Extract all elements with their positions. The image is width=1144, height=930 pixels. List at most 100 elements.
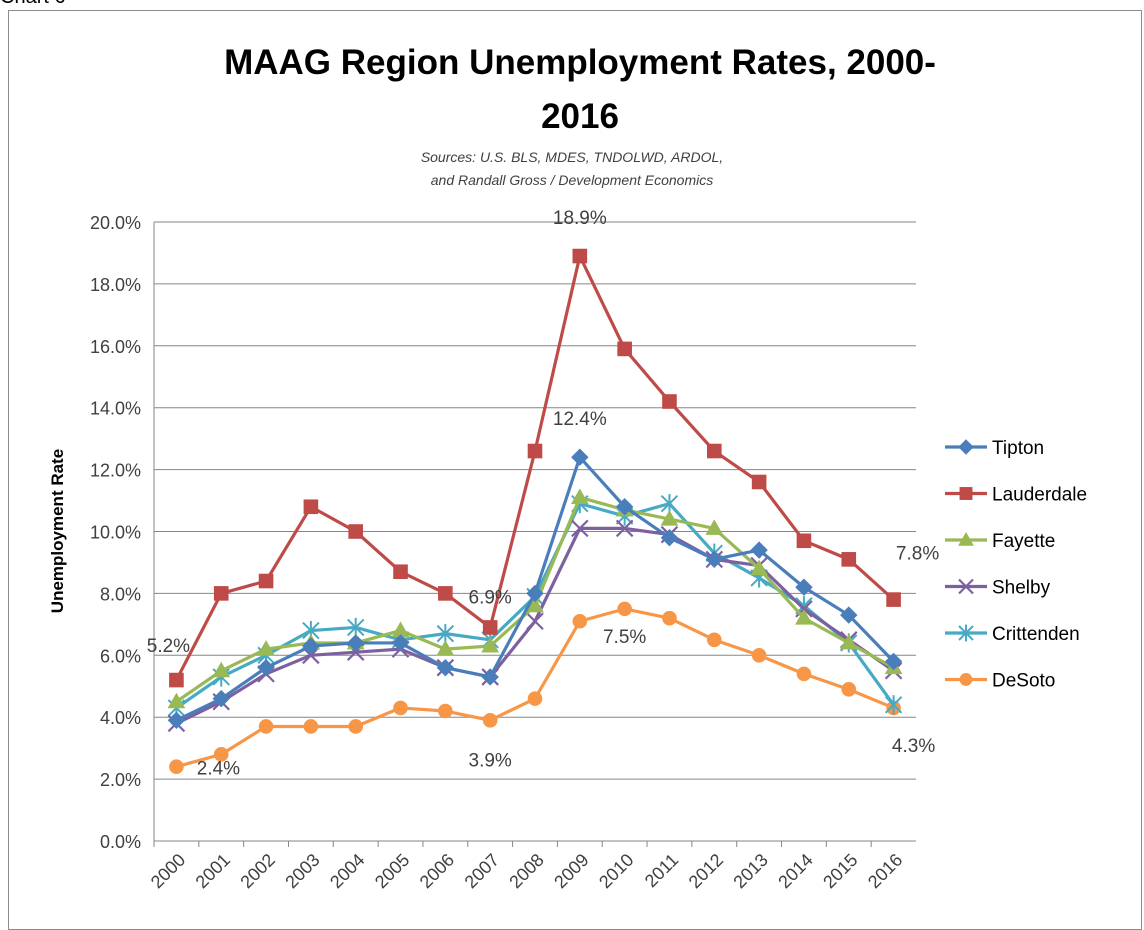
y-axis-tick-labels: 0.0% 2.0% 4.0% 6.0% 8.0% 10.0% 12.0% 14.0% 16.0%… — [90, 213, 141, 852]
series-lauderdale — [169, 248, 901, 688]
point-fayette — [257, 640, 275, 656]
series-tipton — [167, 448, 903, 730]
point-lauderdale — [393, 564, 408, 580]
x-tick-label: 2015 — [819, 850, 861, 892]
point-lauderdale — [751, 474, 767, 490]
y-tick-label: 14.0% — [90, 399, 141, 419]
point-desoto — [617, 601, 632, 617]
point-fayette — [660, 510, 679, 526]
point-shelby — [526, 612, 544, 631]
legend-label-shelby: Shelby — [992, 578, 1051, 599]
point-fayette — [526, 596, 544, 613]
legend-label-crittenden: Crittenden — [992, 624, 1080, 645]
point-desoto — [751, 648, 767, 663]
x-tick-label: 2014 — [774, 850, 816, 892]
x-tick-label: 2005 — [371, 850, 413, 892]
gridlines — [153, 221, 916, 842]
legend-marker-fayette — [958, 531, 974, 546]
x-tick-label: 2006 — [416, 850, 458, 892]
data-label: 7.8% — [896, 544, 939, 565]
point-desoto — [841, 682, 857, 697]
y-tick-label: 18.0% — [90, 275, 141, 295]
point-desoto — [796, 666, 812, 682]
point-tipton — [795, 578, 813, 596]
y-tick-label: 20.0% — [90, 213, 141, 233]
point-desoto — [169, 759, 184, 775]
point-shelby — [571, 519, 589, 538]
point-desoto — [572, 613, 588, 629]
legend-item-desoto: DeSoto — [945, 671, 1055, 692]
point-tipton — [391, 634, 410, 652]
x-tick-label: 2010 — [595, 850, 637, 892]
point-lauderdale — [706, 443, 722, 459]
point-desoto — [482, 712, 498, 728]
y-tick-label: 8.0% — [100, 584, 141, 604]
legend-marker-shelby — [958, 578, 974, 595]
data-label: 12.4% — [553, 409, 607, 430]
x-tick-label: 2004 — [326, 850, 368, 892]
data-label-layer: 5.2% 2.4% 6.9% 3.9% 18.9% 12.4% 7.5% 7.8% 4.3% — [147, 208, 940, 780]
point-lauderdale — [662, 394, 677, 409]
y-tick-label: 6.0% — [100, 646, 141, 666]
x-tick-label: 2013 — [729, 850, 771, 892]
point-desoto — [706, 632, 722, 648]
point-tipton — [526, 584, 544, 603]
series-line-lauderdale — [174, 254, 895, 681]
legend-label-desoto: DeSoto — [992, 671, 1055, 692]
point-tipton — [346, 634, 365, 652]
chart-title-line-1: MAAG Region Unemployment Rates, 2000- — [224, 43, 936, 82]
point-lauderdale — [572, 248, 588, 264]
point-desoto — [348, 719, 364, 734]
x-tick-label: 2001 — [192, 850, 234, 892]
y-tick-label: 0.0% — [100, 832, 141, 852]
legend-item-lauderdale: Lauderdale — [945, 485, 1087, 506]
legend-label-fayette: Fayette — [992, 531, 1055, 552]
data-label: 5.2% — [147, 636, 190, 657]
point-desoto — [393, 700, 408, 716]
series-desoto — [169, 601, 901, 775]
point-crittenden — [884, 695, 903, 715]
point-tipton — [571, 448, 589, 466]
point-lauderdale — [169, 672, 184, 688]
point-fayette — [795, 609, 813, 625]
point-tipton — [436, 658, 455, 677]
point-fayette — [481, 637, 500, 653]
point-lauderdale — [213, 586, 229, 601]
point-tipton — [750, 541, 768, 559]
point-fayette — [212, 661, 231, 678]
legend-label-tipton: Tipton — [992, 438, 1044, 459]
point-fayette — [750, 559, 768, 576]
point-crittenden — [436, 624, 455, 644]
point-lauderdale — [258, 573, 274, 589]
point-lauderdale — [482, 620, 498, 635]
point-lauderdale — [527, 443, 543, 459]
chart-caption-label: Chart 6 — [0, 0, 66, 9]
x-tick-label: 2003 — [281, 850, 323, 892]
legend-item-crittenden: Crittenden — [945, 624, 1080, 645]
x-tick-label: 2016 — [864, 850, 906, 892]
point-tipton — [481, 668, 499, 686]
point-lauderdale — [796, 533, 812, 549]
x-tick-label: 2009 — [550, 850, 592, 892]
y-tick-label: 12.0% — [90, 461, 141, 481]
point-tipton — [302, 637, 320, 655]
x-tick-label: 2011 — [641, 850, 683, 892]
data-label: 4.3% — [892, 736, 935, 757]
chart-title-line-2: 2016 — [541, 97, 619, 136]
y-tick-label: 16.0% — [90, 337, 141, 357]
x-tick-label: 2002 — [236, 850, 278, 892]
point-fayette — [436, 640, 455, 656]
y-tick-label: 10.0% — [90, 523, 141, 543]
legend-marker-lauderdale — [959, 487, 973, 500]
point-desoto — [527, 691, 543, 706]
data-label: 6.9% — [469, 587, 512, 608]
x-tick-label: 2012 — [685, 850, 727, 892]
point-lauderdale — [886, 592, 901, 607]
point-tipton — [167, 711, 186, 730]
point-crittenden — [346, 617, 365, 638]
legend-item-tipton: Tipton — [945, 438, 1044, 459]
point-tipton — [840, 606, 858, 624]
y-tick-label: 4.0% — [100, 708, 141, 728]
point-tipton — [615, 498, 634, 516]
